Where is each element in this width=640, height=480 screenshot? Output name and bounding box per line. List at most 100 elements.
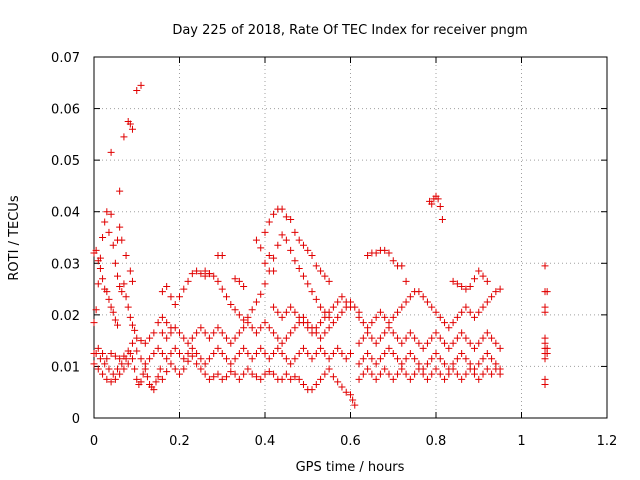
data-point	[428, 200, 436, 208]
data-point	[372, 339, 380, 347]
data-point	[167, 360, 175, 368]
data-point	[475, 308, 483, 316]
data-point	[107, 148, 115, 156]
data-point	[109, 308, 117, 316]
data-point	[458, 282, 466, 290]
data-point	[436, 334, 444, 342]
data-point	[304, 350, 312, 358]
data-point	[227, 360, 235, 368]
data-point	[176, 293, 183, 301]
data-point	[90, 319, 98, 327]
data-point	[257, 290, 265, 298]
data-point	[223, 355, 231, 363]
data-point	[432, 329, 440, 337]
data-point	[176, 350, 183, 358]
data-point	[368, 370, 376, 378]
data-point	[188, 334, 196, 342]
data-point	[453, 355, 461, 363]
x-tick-label: 0.6	[340, 434, 361, 449]
data-point	[372, 249, 380, 257]
data-point	[214, 277, 222, 285]
data-point	[171, 344, 179, 352]
data-point	[372, 313, 380, 321]
data-point	[466, 282, 474, 290]
data-point	[462, 303, 470, 311]
data-point	[184, 357, 192, 365]
data-point	[287, 329, 295, 337]
data-point	[466, 365, 474, 373]
data-point	[167, 329, 175, 337]
data-point	[470, 275, 478, 283]
data-point	[167, 293, 175, 301]
data-point	[406, 329, 414, 337]
data-point	[118, 360, 126, 368]
data-point	[376, 334, 384, 342]
data-point	[329, 303, 337, 311]
data-point	[402, 370, 410, 378]
data-point	[342, 388, 350, 396]
data-point	[171, 301, 179, 309]
data-point	[312, 324, 320, 332]
data-point	[92, 306, 100, 314]
data-point	[492, 365, 500, 373]
data-point	[218, 252, 226, 260]
data-point	[114, 365, 122, 373]
data-point	[334, 298, 342, 306]
x-tick-label: 0.4	[255, 434, 276, 449]
data-point	[240, 344, 248, 352]
data-point	[116, 370, 124, 378]
data-point	[441, 319, 449, 327]
data-point	[470, 313, 478, 321]
data-point	[458, 329, 466, 337]
data-point	[479, 272, 487, 280]
data-point	[355, 360, 363, 368]
data-point	[462, 355, 470, 363]
data-point	[184, 277, 192, 285]
data-point	[483, 298, 491, 306]
data-point	[231, 306, 239, 314]
data-point	[381, 329, 389, 337]
data-point	[126, 120, 134, 128]
data-point	[270, 329, 278, 337]
data-point	[329, 373, 337, 381]
data-point	[364, 365, 372, 373]
data-point	[342, 298, 350, 306]
data-point	[257, 324, 265, 332]
data-point	[321, 370, 329, 378]
data-points	[90, 81, 551, 409]
data-point	[107, 378, 115, 386]
x-axis-label: GPS time / hours	[296, 460, 405, 475]
data-point	[150, 350, 158, 358]
data-point	[445, 370, 453, 378]
data-point	[111, 352, 119, 360]
data-point	[334, 378, 342, 386]
data-point	[171, 324, 179, 332]
data-point	[338, 293, 346, 301]
data-point	[368, 355, 376, 363]
data-point	[449, 339, 457, 347]
data-point	[428, 355, 436, 363]
data-point	[543, 288, 551, 296]
data-point	[133, 334, 141, 342]
data-point	[402, 277, 410, 285]
data-point	[347, 391, 354, 399]
data-point	[128, 355, 136, 363]
data-point	[470, 370, 478, 378]
data-point	[163, 368, 171, 376]
data-point	[479, 370, 487, 378]
data-point	[180, 355, 188, 363]
data-point	[223, 334, 231, 342]
data-point	[338, 308, 346, 316]
data-point	[205, 355, 213, 363]
data-point	[205, 334, 213, 342]
data-point	[411, 334, 419, 342]
data-point	[218, 375, 226, 383]
data-point	[137, 355, 145, 363]
data-point	[105, 228, 113, 236]
data-point	[475, 375, 483, 383]
data-point	[458, 308, 466, 316]
data-point	[201, 360, 209, 368]
data-point	[312, 262, 320, 270]
data-point	[389, 313, 397, 321]
